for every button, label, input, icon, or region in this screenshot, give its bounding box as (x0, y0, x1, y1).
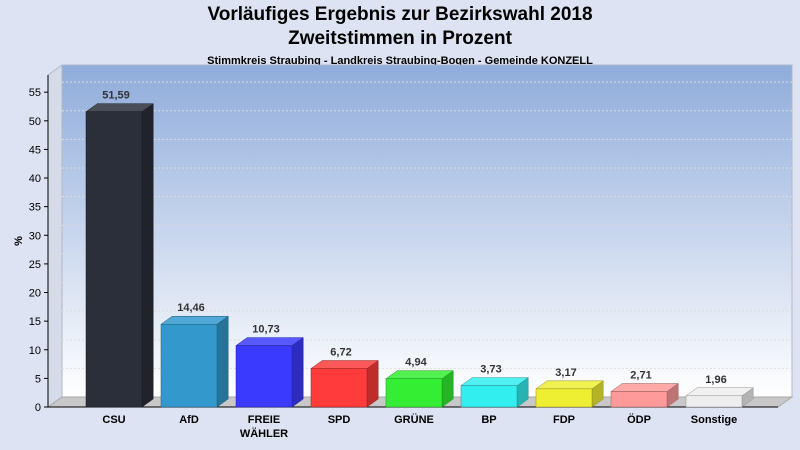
bar-top (235, 337, 304, 346)
data-label: 10,73 (252, 324, 280, 336)
x-tick-label: ÖDP (627, 413, 651, 426)
gridline-side (47, 81, 63, 93)
bar-front (685, 395, 743, 408)
bar (610, 383, 679, 408)
x-tick-label: GRÜNE (394, 413, 434, 426)
x-tick-label: BP (481, 414, 496, 426)
x-tick-label: FREIE WÄHLER (240, 414, 288, 440)
gridline-side (47, 224, 63, 236)
y-tick-label: 20 (29, 288, 41, 300)
y-tick-label: 50 (29, 116, 41, 128)
gridline-side (47, 110, 63, 122)
chart-subtitle: Stimmkreis Straubing - Landkreis Straubi… (207, 55, 593, 67)
bar-front (460, 385, 518, 408)
bar-side (216, 315, 229, 408)
x-tick-label: CSU (102, 414, 125, 426)
bar (160, 315, 229, 408)
x-tick-label: Sonstige (691, 414, 737, 426)
bar-top (85, 103, 154, 112)
bar (535, 380, 604, 408)
data-label: 51,59 (102, 90, 130, 102)
y-tick-label: 10 (29, 345, 41, 357)
bar-top (535, 380, 604, 390)
x-tick-label: AfD (179, 414, 199, 426)
data-label: 3,17 (555, 367, 576, 379)
bar-front (610, 391, 668, 408)
gridline-side (47, 139, 63, 150)
gridline-side (47, 310, 63, 322)
data-label: 2,71 (630, 369, 651, 381)
x-tick-label: SPD (328, 414, 351, 426)
bar-front (85, 111, 143, 408)
data-label: 6,72 (330, 347, 351, 359)
gridline-side (47, 167, 63, 179)
gridline-side (47, 339, 63, 351)
bar-side (291, 337, 304, 408)
y-tick-label: 30 (29, 230, 41, 242)
bar (235, 337, 304, 408)
bar-front (160, 323, 218, 408)
gridline-side (47, 253, 63, 265)
bar-front (310, 368, 368, 408)
y-axis-label: % (13, 236, 25, 246)
bar-top (160, 315, 229, 325)
bar (385, 370, 454, 408)
bar (460, 377, 529, 408)
chart-title-line2: Zweitstimmen in Prozent (288, 28, 512, 49)
gridline-side (47, 367, 63, 379)
bar-top (685, 387, 754, 397)
gridline-side (47, 282, 63, 293)
y-tick-label: 45 (29, 144, 41, 156)
bar (310, 360, 379, 408)
y-tick-label: 5 (35, 373, 41, 385)
bar-front (235, 345, 293, 408)
bar-front (385, 378, 443, 408)
gridline-side (47, 196, 63, 208)
y-tick-label: 25 (29, 259, 41, 271)
bar-top (610, 383, 679, 392)
y-tick-label: 55 (29, 87, 41, 99)
y-tick-label: 40 (29, 173, 41, 185)
data-label: 1,96 (705, 374, 726, 386)
bar (85, 103, 154, 408)
chart-title: Vorläufiges Ergebnis zur Bezirkswahl 201… (207, 4, 593, 25)
bar-front (535, 388, 593, 408)
x-tick-label: FDP (553, 414, 575, 426)
data-label: 3,73 (480, 364, 501, 376)
y-tick-label: 35 (29, 202, 41, 214)
y-tick-label: 15 (29, 316, 41, 328)
bar-top (310, 360, 379, 369)
data-label: 4,94 (405, 357, 427, 369)
bar-side (141, 103, 154, 408)
bar-top (385, 370, 454, 379)
data-label: 14,46 (177, 302, 205, 314)
y-tick-label: 0 (35, 402, 41, 414)
bar-top (460, 377, 529, 386)
bar (685, 387, 754, 408)
